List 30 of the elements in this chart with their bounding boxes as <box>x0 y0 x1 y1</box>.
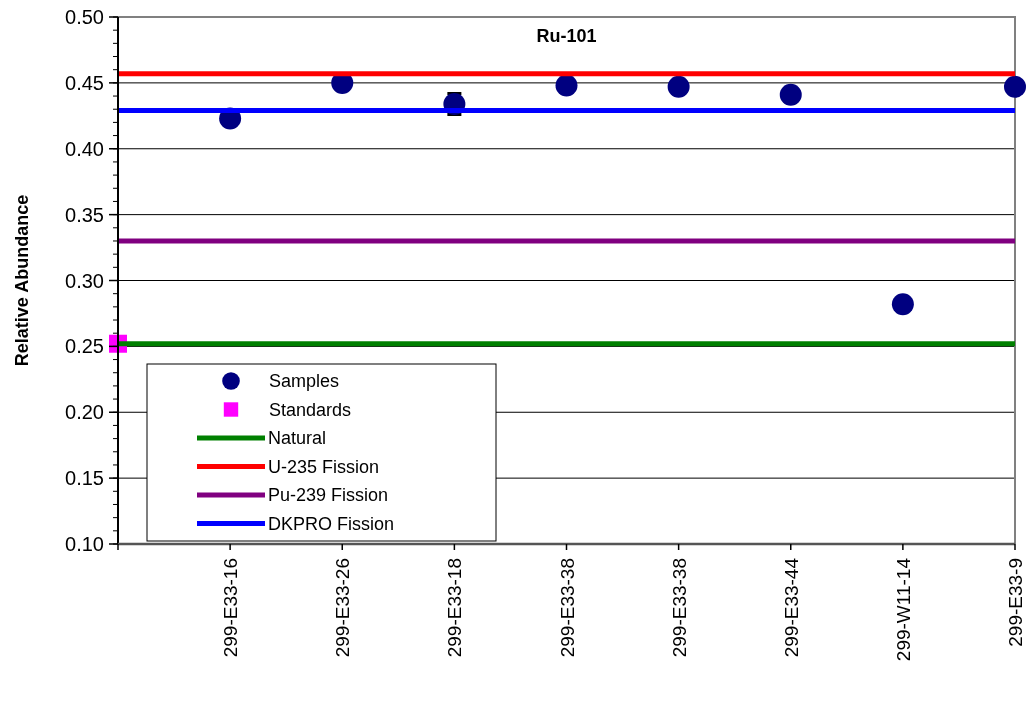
point <box>779 83 802 106</box>
y-tick-label: 0.40 <box>65 137 104 160</box>
legend-label: Standards <box>269 399 352 420</box>
y-tick-label: 0.45 <box>65 71 104 94</box>
x-tick-label: 299-E33-38 <box>556 558 578 658</box>
legend-label: Natural <box>268 428 327 449</box>
text: Ru-101 <box>536 26 597 46</box>
y-tick-label: 0.25 <box>65 335 104 358</box>
y-tick-label: 0.30 <box>65 269 104 292</box>
legend-label: Pu-239 Fission <box>268 485 389 506</box>
y-tick-label: 0.15 <box>65 467 104 490</box>
legend-label: U-235 Fission <box>268 456 380 477</box>
point <box>667 75 690 98</box>
x-tick-label: 299-E33-38 <box>668 558 690 658</box>
x-tick-label: 299-E33-44 <box>780 557 802 658</box>
y-axis-title: Relative Abundance <box>12 194 32 367</box>
point <box>1004 75 1026 98</box>
y-tick-label: 0.10 <box>65 533 104 555</box>
x-tick-label: 299-W11-14 <box>892 557 914 662</box>
point <box>555 74 578 97</box>
y-tick-label: 0.35 <box>65 203 104 226</box>
x-tick-label: 299-E33-16 <box>220 558 242 658</box>
y-tick-label: 0.50 <box>65 6 104 28</box>
legend-label: DKPRO Fission <box>268 513 395 534</box>
x-tick-label: 299-E33-18 <box>444 558 466 658</box>
point <box>891 293 914 316</box>
y-tick-label: 0.20 <box>65 401 104 424</box>
legend-label: Samples <box>269 371 340 392</box>
x-tick-label: 299-E33-9 <box>1005 558 1026 647</box>
x-tick-label: 299-E33-26 <box>332 558 354 658</box>
